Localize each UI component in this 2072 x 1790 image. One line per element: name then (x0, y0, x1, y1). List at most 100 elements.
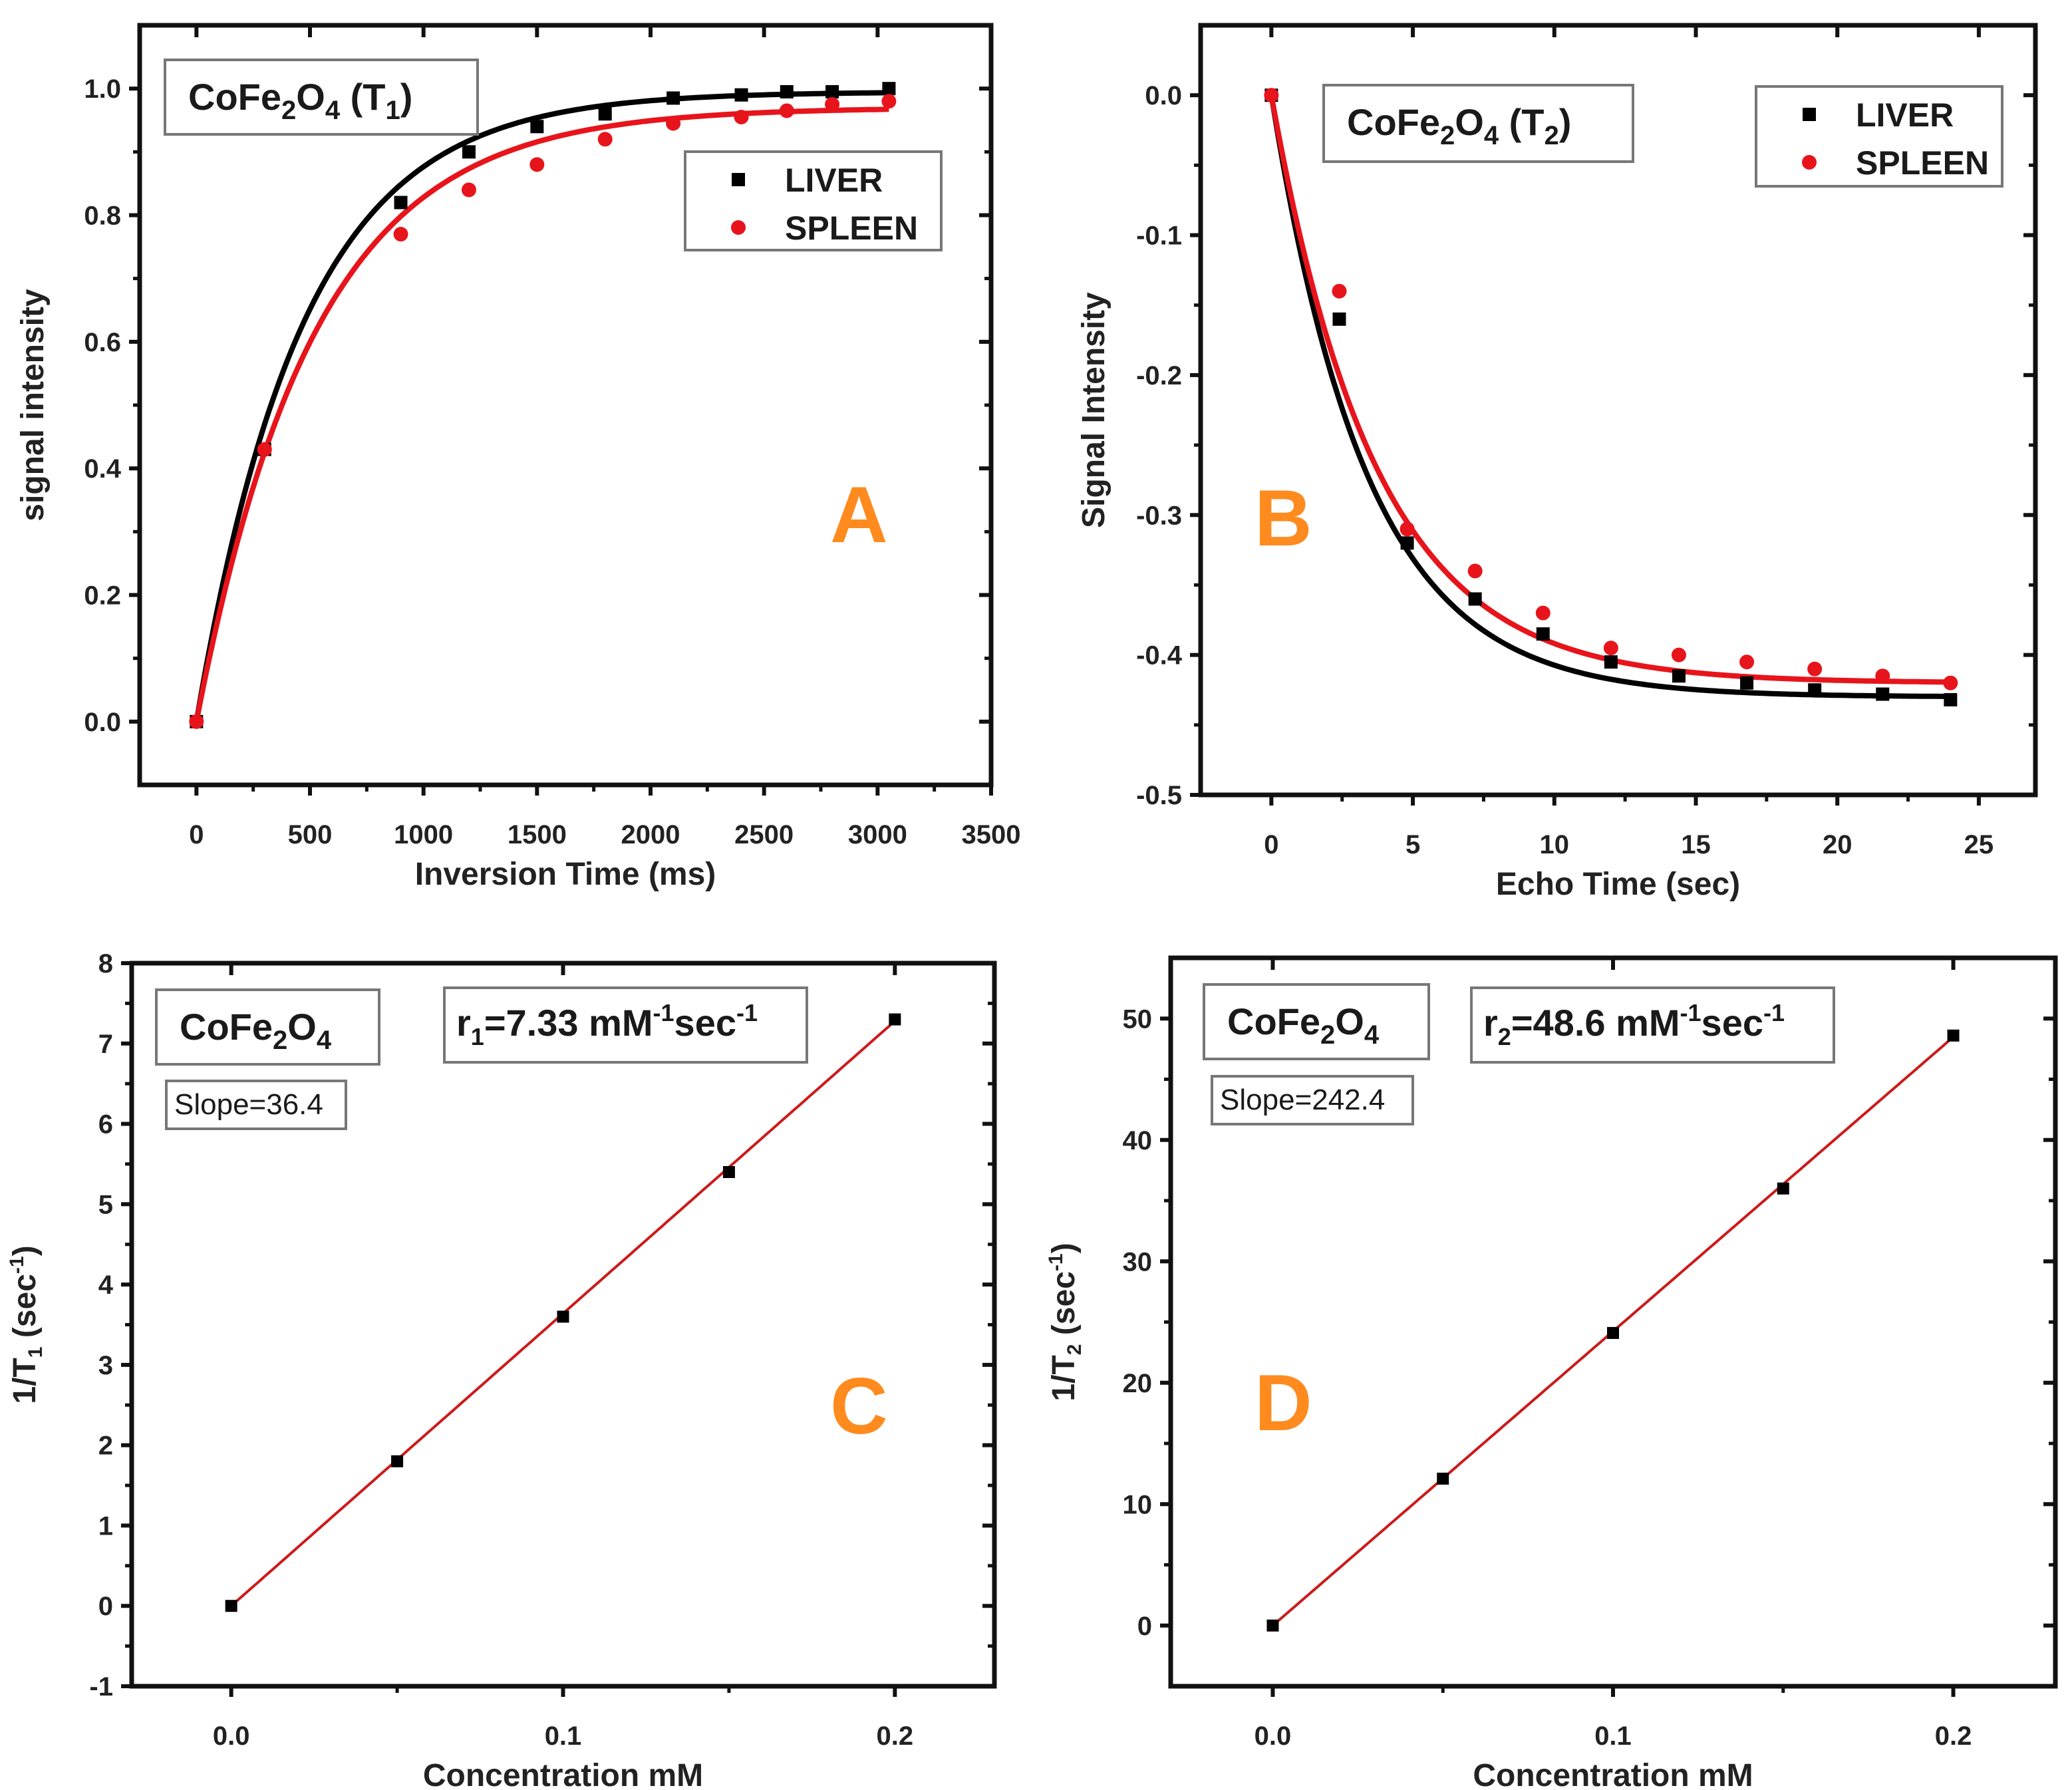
rate-prefix: r (1483, 1002, 1498, 1044)
legend-marker-spleen (731, 220, 746, 235)
panel-letter-a: A (830, 470, 888, 559)
y-tick-label: 6 (98, 1110, 113, 1139)
x-axis-label: Concentration mM (423, 1758, 703, 1790)
x-tick-label: 1000 (394, 820, 453, 849)
formula-sub-2: 2 (1440, 121, 1455, 150)
y-tick-label: 4 (98, 1270, 114, 1300)
data-point-spleen (1264, 88, 1279, 103)
data-point-spleen (1739, 655, 1755, 670)
y-tick-label: -0.1 (1136, 222, 1182, 251)
title-box (164, 59, 479, 136)
y-tick-label: 1.0 (84, 75, 121, 104)
x-axis-label: Echo Time (sec) (1496, 867, 1740, 902)
rate-prefix-sub: 1 (471, 1023, 484, 1050)
y-tick-label: 7 (98, 1030, 113, 1059)
slope-box (165, 1080, 347, 1130)
data-point-data (391, 1455, 404, 1467)
y-tick-label: 0 (1137, 1612, 1152, 1641)
y-axis-label: Signal Intensity (1076, 292, 1111, 528)
data-point-data (1266, 1619, 1279, 1632)
data-point-liver (530, 120, 544, 134)
data-point-data (722, 1166, 735, 1179)
formula-sub-2: 2 (281, 96, 296, 125)
y-tick-label: 0.4 (84, 454, 121, 484)
x-tick-label: 3500 (962, 820, 1021, 849)
formula-paren-t: (T (1499, 101, 1544, 143)
y-tick-label: 1 (98, 1511, 113, 1541)
data-point-liver (666, 91, 680, 105)
data-point-liver (734, 88, 748, 102)
formula-paren-t: (T (340, 76, 385, 118)
x-tick-label: 0.0 (1255, 1721, 1292, 1751)
data-point-spleen (1671, 647, 1686, 663)
data-point-liver (1808, 683, 1822, 697)
formula-cofe: CoFe (188, 76, 281, 118)
data-point-spleen (666, 116, 681, 131)
legend-marker-liver (732, 173, 745, 186)
data-point-data (1437, 1472, 1449, 1485)
formula-sub-4: 4 (1364, 1020, 1380, 1050)
rate-value: =48.6 mM (1511, 1002, 1680, 1044)
x-tick-label: 0.0 (213, 1721, 250, 1751)
y-tick-label: 50 (1123, 1004, 1153, 1034)
rate-exp-2: -1 (1763, 999, 1785, 1026)
rate-prefix-sub: 2 (1498, 1023, 1511, 1050)
legend-label-liver: LIVER (1856, 96, 1954, 134)
x-tick-label: 0.2 (877, 1721, 914, 1751)
y-tick-label: -0.5 (1136, 781, 1182, 810)
x-tick-label: 10 (1540, 830, 1570, 859)
formula-cofe: CoFe (180, 1006, 273, 1048)
data-point-spleen (1603, 641, 1618, 656)
y-tick-label: 8 (98, 949, 113, 978)
rate-prefix: r (456, 1002, 471, 1044)
data-point-data (889, 1013, 901, 1026)
title-box (1322, 84, 1634, 163)
panel-letter-b: B (1255, 474, 1312, 563)
panel-a-chart: 0 500 1000 1500 2000 2500 3000 3500 0.0 0.2 0.4 0.6… (15, 23, 1021, 892)
y-axis-label-tail: (sec (1046, 1271, 1082, 1344)
data-point-liver (1672, 669, 1686, 683)
y-tick-label: 2 (98, 1431, 113, 1461)
data-point-liver (1604, 655, 1618, 669)
data-point-liver (882, 82, 896, 96)
title-formula: CoFe2O4 (T1) (188, 76, 412, 125)
y-tick-label: -0.3 (1136, 501, 1182, 530)
plot-frame (129, 961, 997, 1689)
x-axis-label: Inversion Time (ms) (415, 857, 716, 892)
y-axis-label-tail: (sec (7, 1274, 43, 1346)
formula-close: ) (1559, 101, 1572, 143)
y-axis-label-exp: -1 (6, 1256, 28, 1274)
y-tick-label: 0.0 (84, 708, 121, 737)
formula-o: O (296, 76, 325, 118)
y-axis-label-sub: 1 (25, 1347, 47, 1358)
x-tick-label: 0.1 (545, 1721, 582, 1751)
data-point-spleen (393, 227, 408, 242)
x-tick-label: 1500 (508, 820, 567, 849)
x-tick-label: 0 (1264, 830, 1278, 859)
slope-text: Slope=242.4 (1220, 1084, 1385, 1116)
title-box (1203, 983, 1430, 1060)
panel-b-chart: 0 5 10 15 20 25 0.0 -0.1 -0.2 -0.3 -0.4 -0.5 Echo Ti… (1076, 23, 2038, 902)
data-point-spleen (1807, 661, 1823, 676)
fit-curve-liver (1268, 94, 1951, 699)
rate-box (443, 986, 808, 1064)
y-tick-label: 3 (98, 1351, 113, 1380)
data-point-spleen (1875, 669, 1890, 684)
data-point-spleen (1535, 605, 1551, 621)
data-point-spleen (597, 132, 613, 147)
y-axis-label: 1/T2 (sec-1) (1045, 1243, 1086, 1401)
data-point-liver (1536, 627, 1550, 641)
y-axis-label-close: ) (7, 1245, 43, 1256)
formula-o: O (287, 1006, 317, 1048)
x-tick-label: 25 (1964, 830, 1994, 859)
formula-sub-2: 2 (273, 1026, 287, 1055)
y-tick-label: 0.0 (1145, 81, 1182, 110)
plot-frame (137, 23, 994, 788)
panel-letter-c: C (830, 1362, 888, 1451)
y-axis-label-exp: -1 (1045, 1253, 1067, 1271)
rate-box (1470, 986, 1835, 1064)
legend-label-liver: LIVER (785, 162, 883, 199)
y-tick-label: 40 (1123, 1126, 1153, 1155)
legend-label-spleen: SPLEEN (785, 210, 918, 247)
rate-unit: sec (1702, 1002, 1763, 1044)
